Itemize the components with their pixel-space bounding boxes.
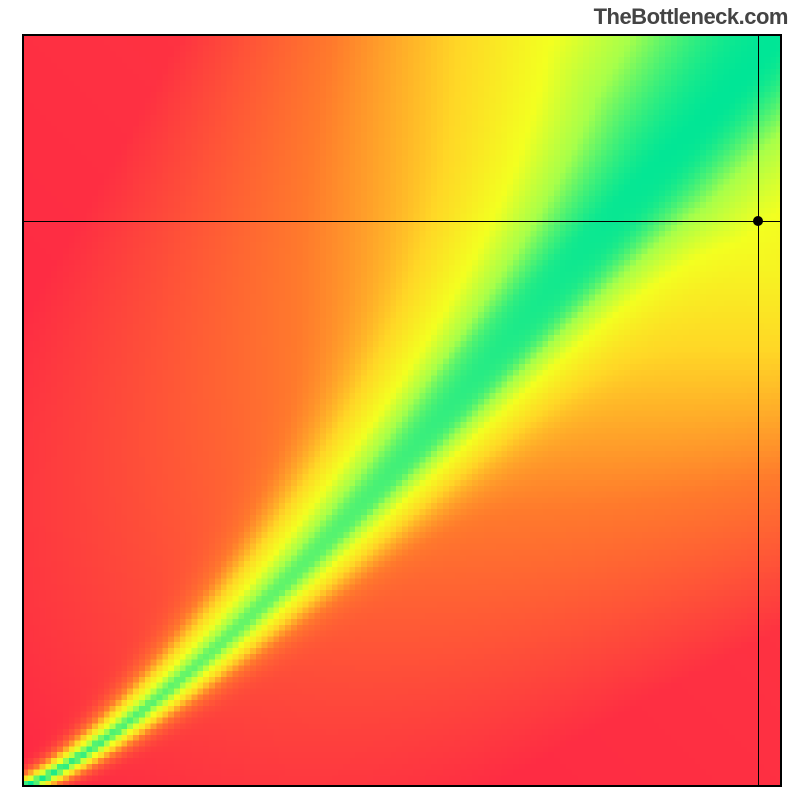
- plot-border-right: [780, 34, 782, 787]
- watermark-text: TheBottleneck.com: [594, 4, 788, 30]
- chart-container: TheBottleneck.com: [0, 0, 800, 800]
- plot-border-left: [22, 34, 24, 787]
- plot-border-bottom: [22, 785, 782, 787]
- marker-dot: [753, 216, 763, 226]
- plot-border-top: [22, 34, 782, 36]
- crosshair-vertical: [758, 34, 759, 787]
- bottleneck-heatmap: [22, 34, 782, 787]
- crosshair-horizontal: [22, 221, 782, 222]
